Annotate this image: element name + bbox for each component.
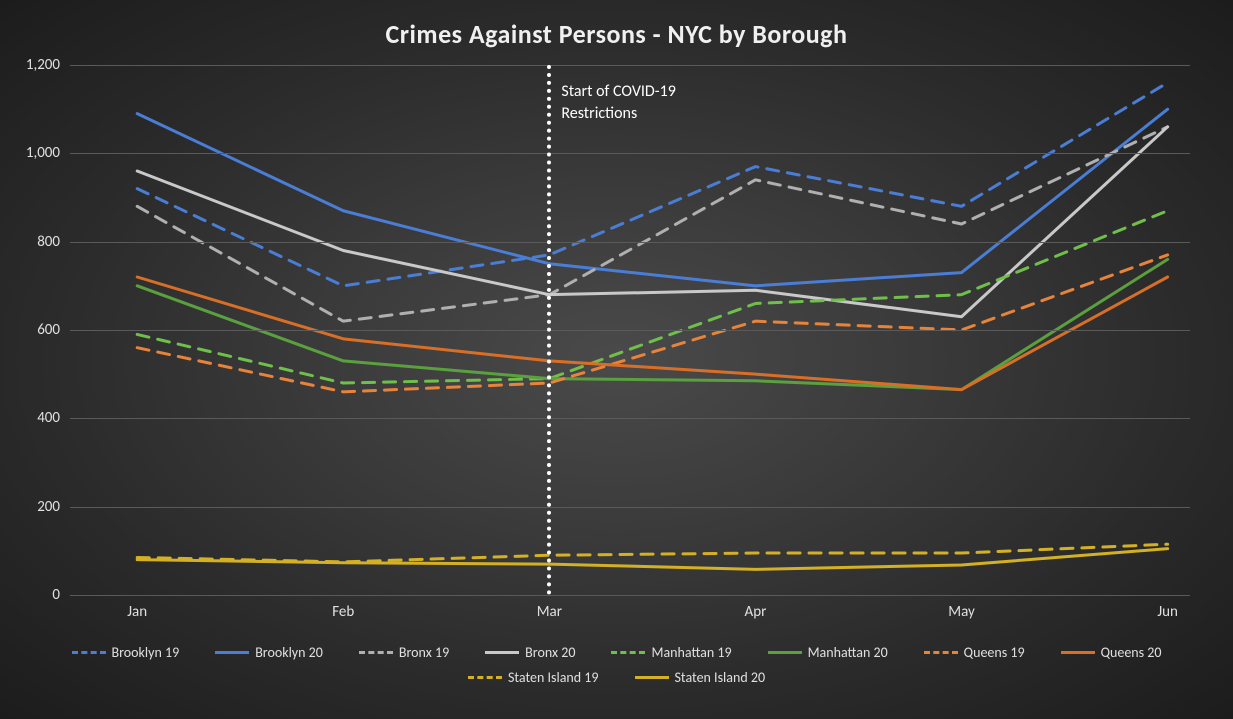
- y-axis-tick-label: 0: [52, 586, 60, 604]
- legend-label: Bronx 19: [399, 644, 449, 661]
- legend-item: Bronx 19: [359, 644, 449, 661]
- series-line: [137, 549, 1167, 570]
- legend-swatch: [768, 651, 802, 654]
- legend-label: Brooklyn 20: [255, 644, 323, 661]
- legend-label: Bronx 20: [525, 644, 575, 661]
- plot-area: 02004006008001,0001,200JanFebMarAprMayJu…: [70, 65, 1190, 595]
- chart-title: Crimes Against Persons - NYC by Borough: [0, 18, 1233, 50]
- gridline: [70, 418, 1190, 419]
- y-axis-tick-label: 600: [37, 321, 60, 339]
- legend-swatch: [359, 651, 393, 654]
- x-axis-tick-label: Feb: [332, 603, 354, 621]
- y-axis-tick-label: 800: [37, 233, 60, 251]
- legend-label: Manhattan 19: [651, 644, 731, 661]
- legend-swatch: [72, 651, 106, 654]
- legend-swatch: [635, 676, 669, 679]
- x-axis-tick-label: Mar: [537, 603, 562, 621]
- legend-swatch: [611, 651, 645, 654]
- y-axis-tick-label: 400: [37, 409, 60, 427]
- legend-label: Staten Island 19: [508, 669, 599, 686]
- y-axis-tick-label: 200: [37, 498, 60, 516]
- x-axis-tick-label: Jun: [1157, 603, 1178, 621]
- series-line: [137, 127, 1167, 317]
- legend-item: Staten Island 20: [635, 669, 766, 686]
- legend-item: Brooklyn 19: [72, 644, 180, 661]
- y-axis-tick-label: 1,000: [26, 144, 60, 162]
- chart-container: Crimes Against Persons - NYC by Borough …: [0, 0, 1233, 719]
- legend-item: Brooklyn 20: [215, 644, 323, 661]
- legend-swatch: [485, 651, 519, 654]
- gridline: [70, 330, 1190, 331]
- legend-swatch: [468, 676, 502, 679]
- legend-label: Staten Island 20: [675, 669, 766, 686]
- gridline: [70, 153, 1190, 154]
- x-axis-tick-label: Jan: [127, 603, 147, 621]
- legend-item: Bronx 20: [485, 644, 575, 661]
- legend: Brooklyn 19 Brooklyn 20 Bronx 19 Bronx 20 Ma…: [0, 640, 1233, 690]
- legend-item: Queens 19: [924, 644, 1025, 661]
- legend-item: Staten Island 19: [468, 669, 599, 686]
- legend-swatch: [1061, 651, 1095, 654]
- gridline: [70, 595, 1190, 596]
- series-line: [137, 544, 1167, 562]
- gridline: [70, 242, 1190, 243]
- legend-label: Queens 19: [964, 644, 1025, 661]
- legend-label: Manhattan 20: [808, 644, 888, 661]
- legend-item: Manhattan 20: [768, 644, 888, 661]
- legend-label: Queens 20: [1101, 644, 1162, 661]
- gridline: [70, 507, 1190, 508]
- y-axis-tick-label: 1,200: [26, 56, 60, 74]
- annotation-line: [547, 65, 551, 595]
- legend-item: Queens 20: [1061, 644, 1162, 661]
- gridline: [70, 65, 1190, 66]
- x-axis-tick-label: May: [948, 603, 975, 621]
- series-line: [137, 109, 1167, 286]
- legend-item: Manhattan 19: [611, 644, 731, 661]
- legend-swatch: [924, 651, 958, 654]
- x-axis-tick-label: Apr: [745, 603, 767, 621]
- annotation-text: Start of COVID-19Restrictions: [561, 81, 676, 126]
- legend-swatch: [215, 651, 249, 654]
- legend-label: Brooklyn 19: [112, 644, 180, 661]
